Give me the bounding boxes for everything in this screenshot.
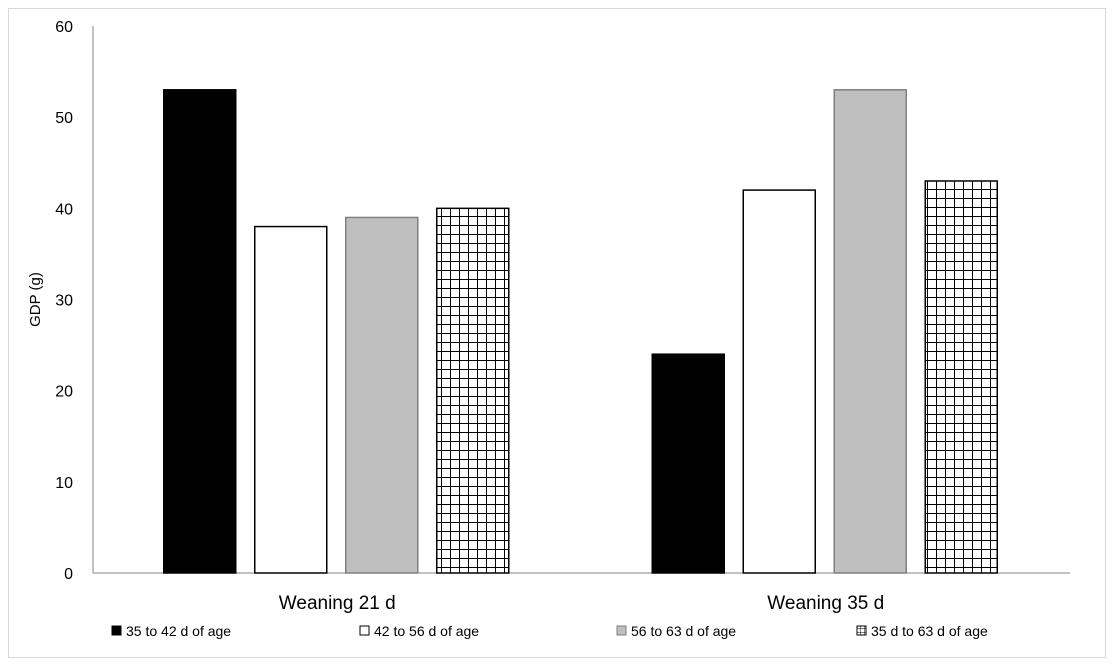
legend-swatch-4 xyxy=(856,625,867,636)
legend-label-4: 35 d to 63 d of age xyxy=(871,623,988,639)
bar-4-1 xyxy=(436,207,510,574)
y-tick-label: 40 xyxy=(55,201,73,218)
bar-2-2 xyxy=(742,189,816,574)
bar-2-1 xyxy=(254,225,328,574)
y-tick-label: 0 xyxy=(64,566,73,583)
legend-swatch-3 xyxy=(616,625,627,636)
bar-3-2 xyxy=(833,89,907,574)
bar-1-1 xyxy=(163,89,237,574)
x-category-label: Weaning 35 d xyxy=(767,593,884,614)
labels-group: Weaning 21 d Weaning 35 d xyxy=(279,593,884,614)
y-tick-label: 50 xyxy=(55,110,73,127)
bars-group xyxy=(163,89,998,574)
legend-label-2: 42 to 56 d of age xyxy=(374,623,479,639)
legend: 35 to 42 d of age 42 to 56 d of age 56 to … xyxy=(111,623,988,639)
y-tick-label: 10 xyxy=(55,475,73,492)
y-tick-label: 20 xyxy=(55,384,73,401)
bar-4-2 xyxy=(924,180,998,574)
bar-1-2 xyxy=(651,353,725,574)
y-axis-label: GDP (g) xyxy=(27,272,44,327)
legend-swatch-2 xyxy=(359,625,370,636)
legend-label-1: 35 to 42 d of age xyxy=(126,623,231,639)
y-tick-label: 30 xyxy=(55,293,73,310)
bar-3-1 xyxy=(345,216,419,574)
chart-frame xyxy=(8,8,1106,658)
x-category-label: Weaning 21 d xyxy=(279,593,396,614)
legend-label-3: 56 to 63 d of age xyxy=(631,623,736,639)
y-tick-label: 60 xyxy=(55,19,73,36)
legend-swatch-1 xyxy=(111,625,122,636)
